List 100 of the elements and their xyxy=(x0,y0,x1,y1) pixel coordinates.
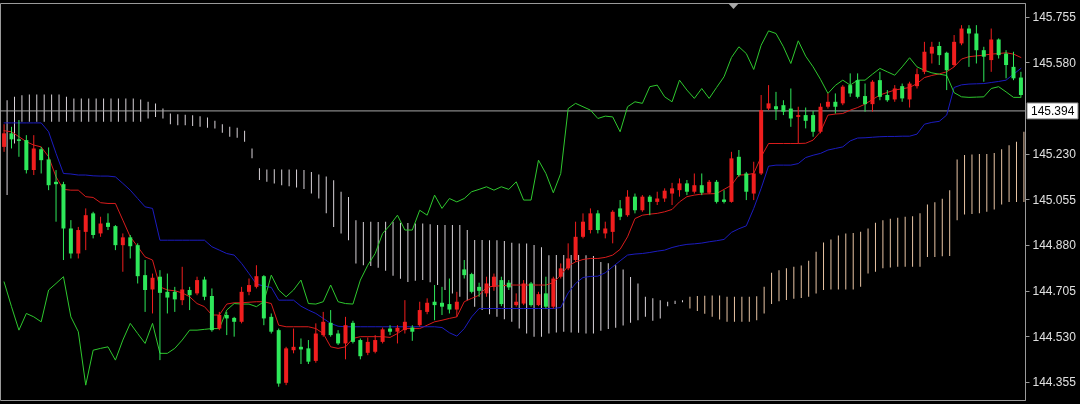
candlestick xyxy=(388,324,393,336)
candlestick xyxy=(714,179,719,204)
candlestick xyxy=(543,276,548,309)
candlestick xyxy=(766,84,771,111)
candlestick xyxy=(937,41,942,66)
candlestick xyxy=(350,320,355,344)
candlestick xyxy=(328,309,333,338)
candlestick xyxy=(566,242,571,271)
candlestick xyxy=(9,126,14,149)
candlestick xyxy=(900,83,905,103)
candlestick xyxy=(870,79,875,113)
candlestick xyxy=(269,312,274,335)
candlestick xyxy=(751,161,756,201)
candlestick xyxy=(358,337,363,360)
candlestick xyxy=(529,281,534,308)
candlestick xyxy=(165,273,170,314)
candlestick xyxy=(454,291,459,318)
y-tick-label: 144.530 xyxy=(1032,329,1077,344)
candlestick xyxy=(157,269,162,361)
candlestick xyxy=(202,276,207,301)
candlestick xyxy=(833,92,838,115)
candlestick xyxy=(306,339,311,365)
candlestick xyxy=(907,81,912,109)
candlestick xyxy=(417,301,422,328)
candlestick xyxy=(773,91,778,121)
y-tick-label: 145.755 xyxy=(1032,10,1077,25)
candlestick xyxy=(484,276,489,298)
candlestick xyxy=(120,232,125,273)
candlestick xyxy=(477,282,482,298)
candlestick xyxy=(180,266,185,306)
y-tick-label: 144.355 xyxy=(1032,375,1077,390)
candlestick xyxy=(343,316,348,360)
candlestick xyxy=(677,177,682,198)
candlestick xyxy=(1011,51,1016,81)
candlestick xyxy=(172,286,177,313)
candlestick xyxy=(632,193,637,214)
candlestick xyxy=(929,41,934,64)
candlestick xyxy=(91,211,96,239)
candlestick xyxy=(499,276,504,307)
candlestick xyxy=(573,221,578,263)
candlestick xyxy=(744,171,749,201)
candlestick xyxy=(1018,71,1023,98)
candlestick xyxy=(2,123,7,153)
candlestick xyxy=(670,182,675,206)
y-tick-label: 145.055 xyxy=(1032,192,1077,207)
candlestick xyxy=(105,212,110,231)
candlestick xyxy=(76,226,81,259)
candlestick xyxy=(469,272,474,294)
candlestick xyxy=(402,299,407,335)
candlestick xyxy=(143,259,148,313)
candlestick xyxy=(796,106,801,144)
candlestick xyxy=(625,189,630,218)
candlestick xyxy=(840,84,845,106)
y-tick-label: 145.230 xyxy=(1032,147,1077,162)
candlestick xyxy=(974,24,979,64)
candlestick xyxy=(31,134,36,176)
ref-line-label: 145.394 xyxy=(1031,103,1075,118)
candlestick xyxy=(16,119,21,158)
candlestick xyxy=(521,279,526,306)
candlestick xyxy=(692,172,697,195)
candlestick xyxy=(98,216,103,238)
candlestick xyxy=(699,172,704,196)
candlestick xyxy=(618,199,623,221)
candlestick xyxy=(915,67,920,89)
candlestick xyxy=(113,224,118,251)
candlestick xyxy=(439,286,444,316)
candlestick xyxy=(581,212,586,239)
candlestick xyxy=(647,194,652,216)
candlestick xyxy=(811,110,816,138)
candlestick xyxy=(595,209,600,234)
candlestick xyxy=(588,207,593,234)
candlestick xyxy=(855,72,860,99)
candlestick xyxy=(150,273,155,314)
candlestick xyxy=(863,83,868,113)
candlestick xyxy=(989,28,994,73)
candlestick xyxy=(944,51,949,91)
candlestick xyxy=(254,264,259,289)
candlestick xyxy=(321,311,326,338)
candlestick xyxy=(996,37,1001,60)
candlestick xyxy=(395,324,400,344)
y-tick-label: 144.705 xyxy=(1032,284,1077,299)
candlestick xyxy=(877,71,882,101)
candlestick xyxy=(788,88,793,128)
candlestick xyxy=(128,234,133,259)
candlestick xyxy=(981,46,986,83)
candlestick xyxy=(83,207,88,251)
candlestick xyxy=(848,72,853,98)
candlestick xyxy=(187,286,192,311)
candlestick xyxy=(195,276,200,296)
candlestick xyxy=(373,334,378,354)
line-series xyxy=(3,30,1022,386)
candlestick xyxy=(922,41,927,75)
candlestick xyxy=(447,278,452,314)
candlestick xyxy=(1004,49,1009,79)
candlestick xyxy=(736,149,741,178)
candlestick xyxy=(232,316,237,338)
candlestick xyxy=(217,311,222,331)
candlestick xyxy=(462,259,467,280)
candlestick xyxy=(39,146,44,174)
candlestick xyxy=(247,278,252,296)
